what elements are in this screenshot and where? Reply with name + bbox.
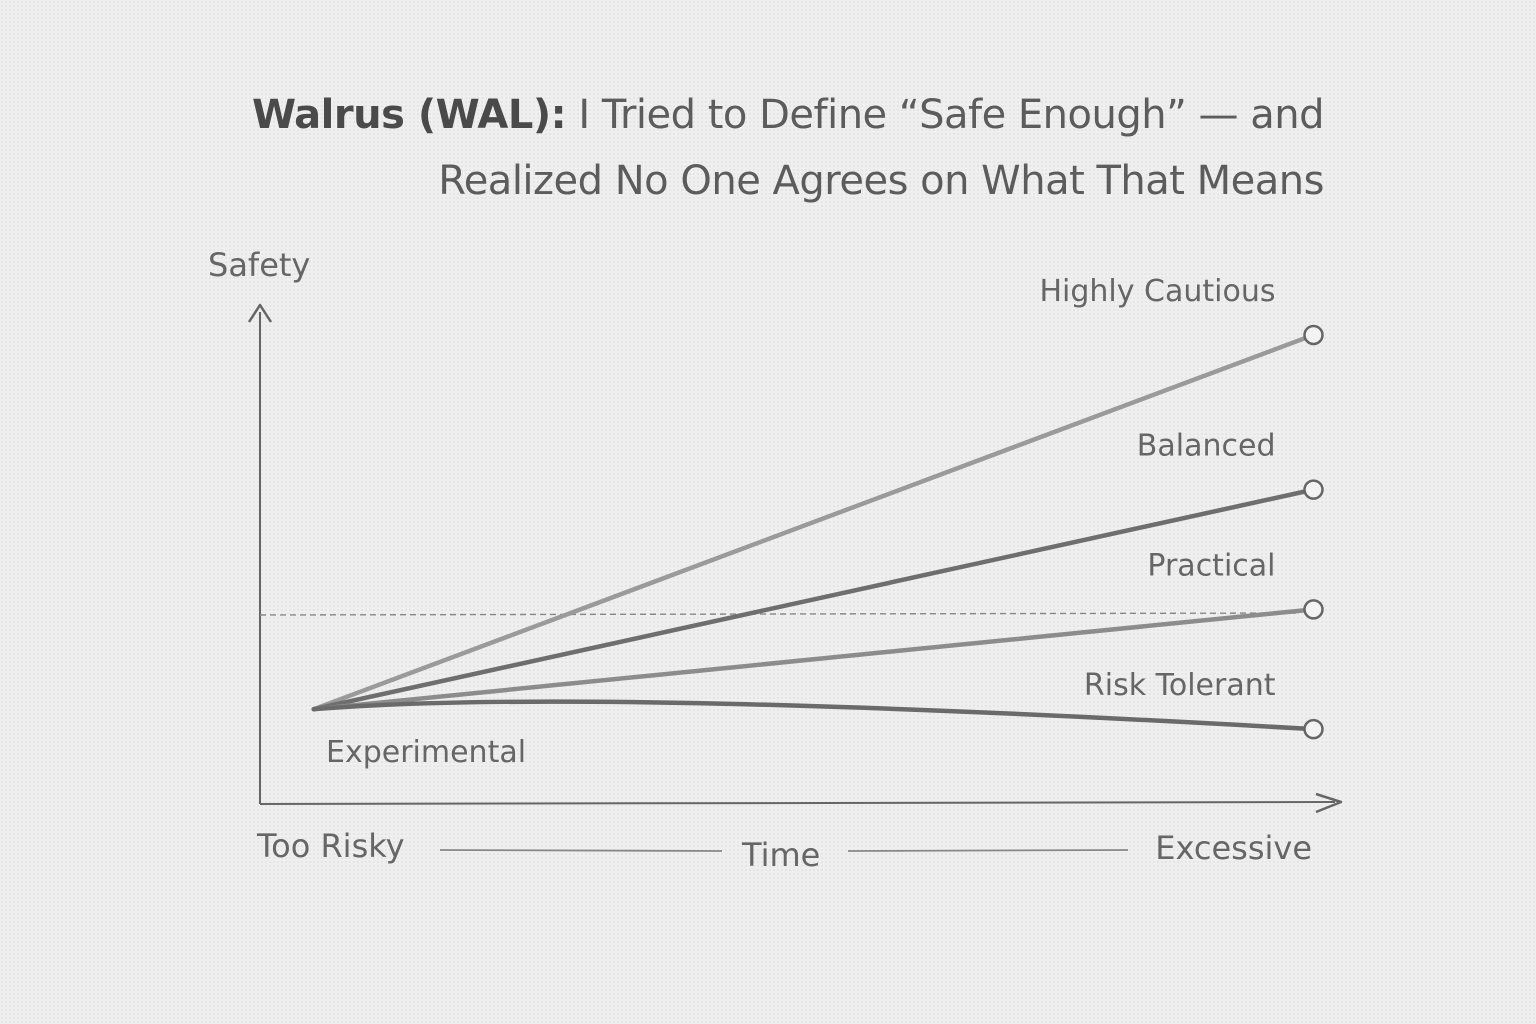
chart-title-line1: Walrus (WAL): I Tried to Define “Safe En…	[200, 92, 1325, 138]
chart-title-line2: Realized No One Agrees on What That Mean…	[438, 158, 1324, 204]
x-bracket-right	[847, 849, 1129, 852]
series-label-risk-tolerant: Risk Tolerant	[1084, 668, 1276, 703]
series-label-balanced: Balanced	[1137, 429, 1276, 464]
y-axis-label: Safety	[208, 246, 310, 284]
x-axis-arrow	[1315, 792, 1343, 814]
series-layer: Highly Cautious Balanced Practical Risk Tol…	[311, 274, 1324, 740]
x-axis-label: Time	[741, 836, 820, 874]
series-endpoint-balanced	[1303, 479, 1324, 500]
series-endpoint-highly-cautious	[1303, 324, 1324, 346]
series-endpoint-risk-tolerant	[1303, 718, 1324, 740]
series-line-highly-cautious	[311, 332, 1316, 712]
chart-axes	[247, 303, 1343, 814]
origin-label: Experimental	[326, 735, 526, 770]
y-axis-arrow	[247, 303, 273, 323]
chart-title-rest: I Tried to Define “Safe Enough” — and	[566, 92, 1324, 138]
series-line-balanced	[311, 487, 1316, 712]
series-line-practical	[311, 607, 1316, 712]
x-bracket-left	[439, 849, 723, 852]
x-start-label: Too Risky	[256, 827, 405, 865]
series-endpoint-practical	[1303, 599, 1324, 620]
series-line-risk-tolerant	[311, 699, 1316, 732]
series-label-highly-cautious: Highly Cautious	[1039, 274, 1275, 309]
x-end-label: Excessive	[1155, 829, 1312, 867]
chart-title-strong: Walrus (WAL):	[251, 92, 567, 138]
x-axis	[259, 801, 1336, 805]
series-label-practical: Practical	[1147, 548, 1275, 583]
reference-dashed-line	[259, 612, 1301, 616]
